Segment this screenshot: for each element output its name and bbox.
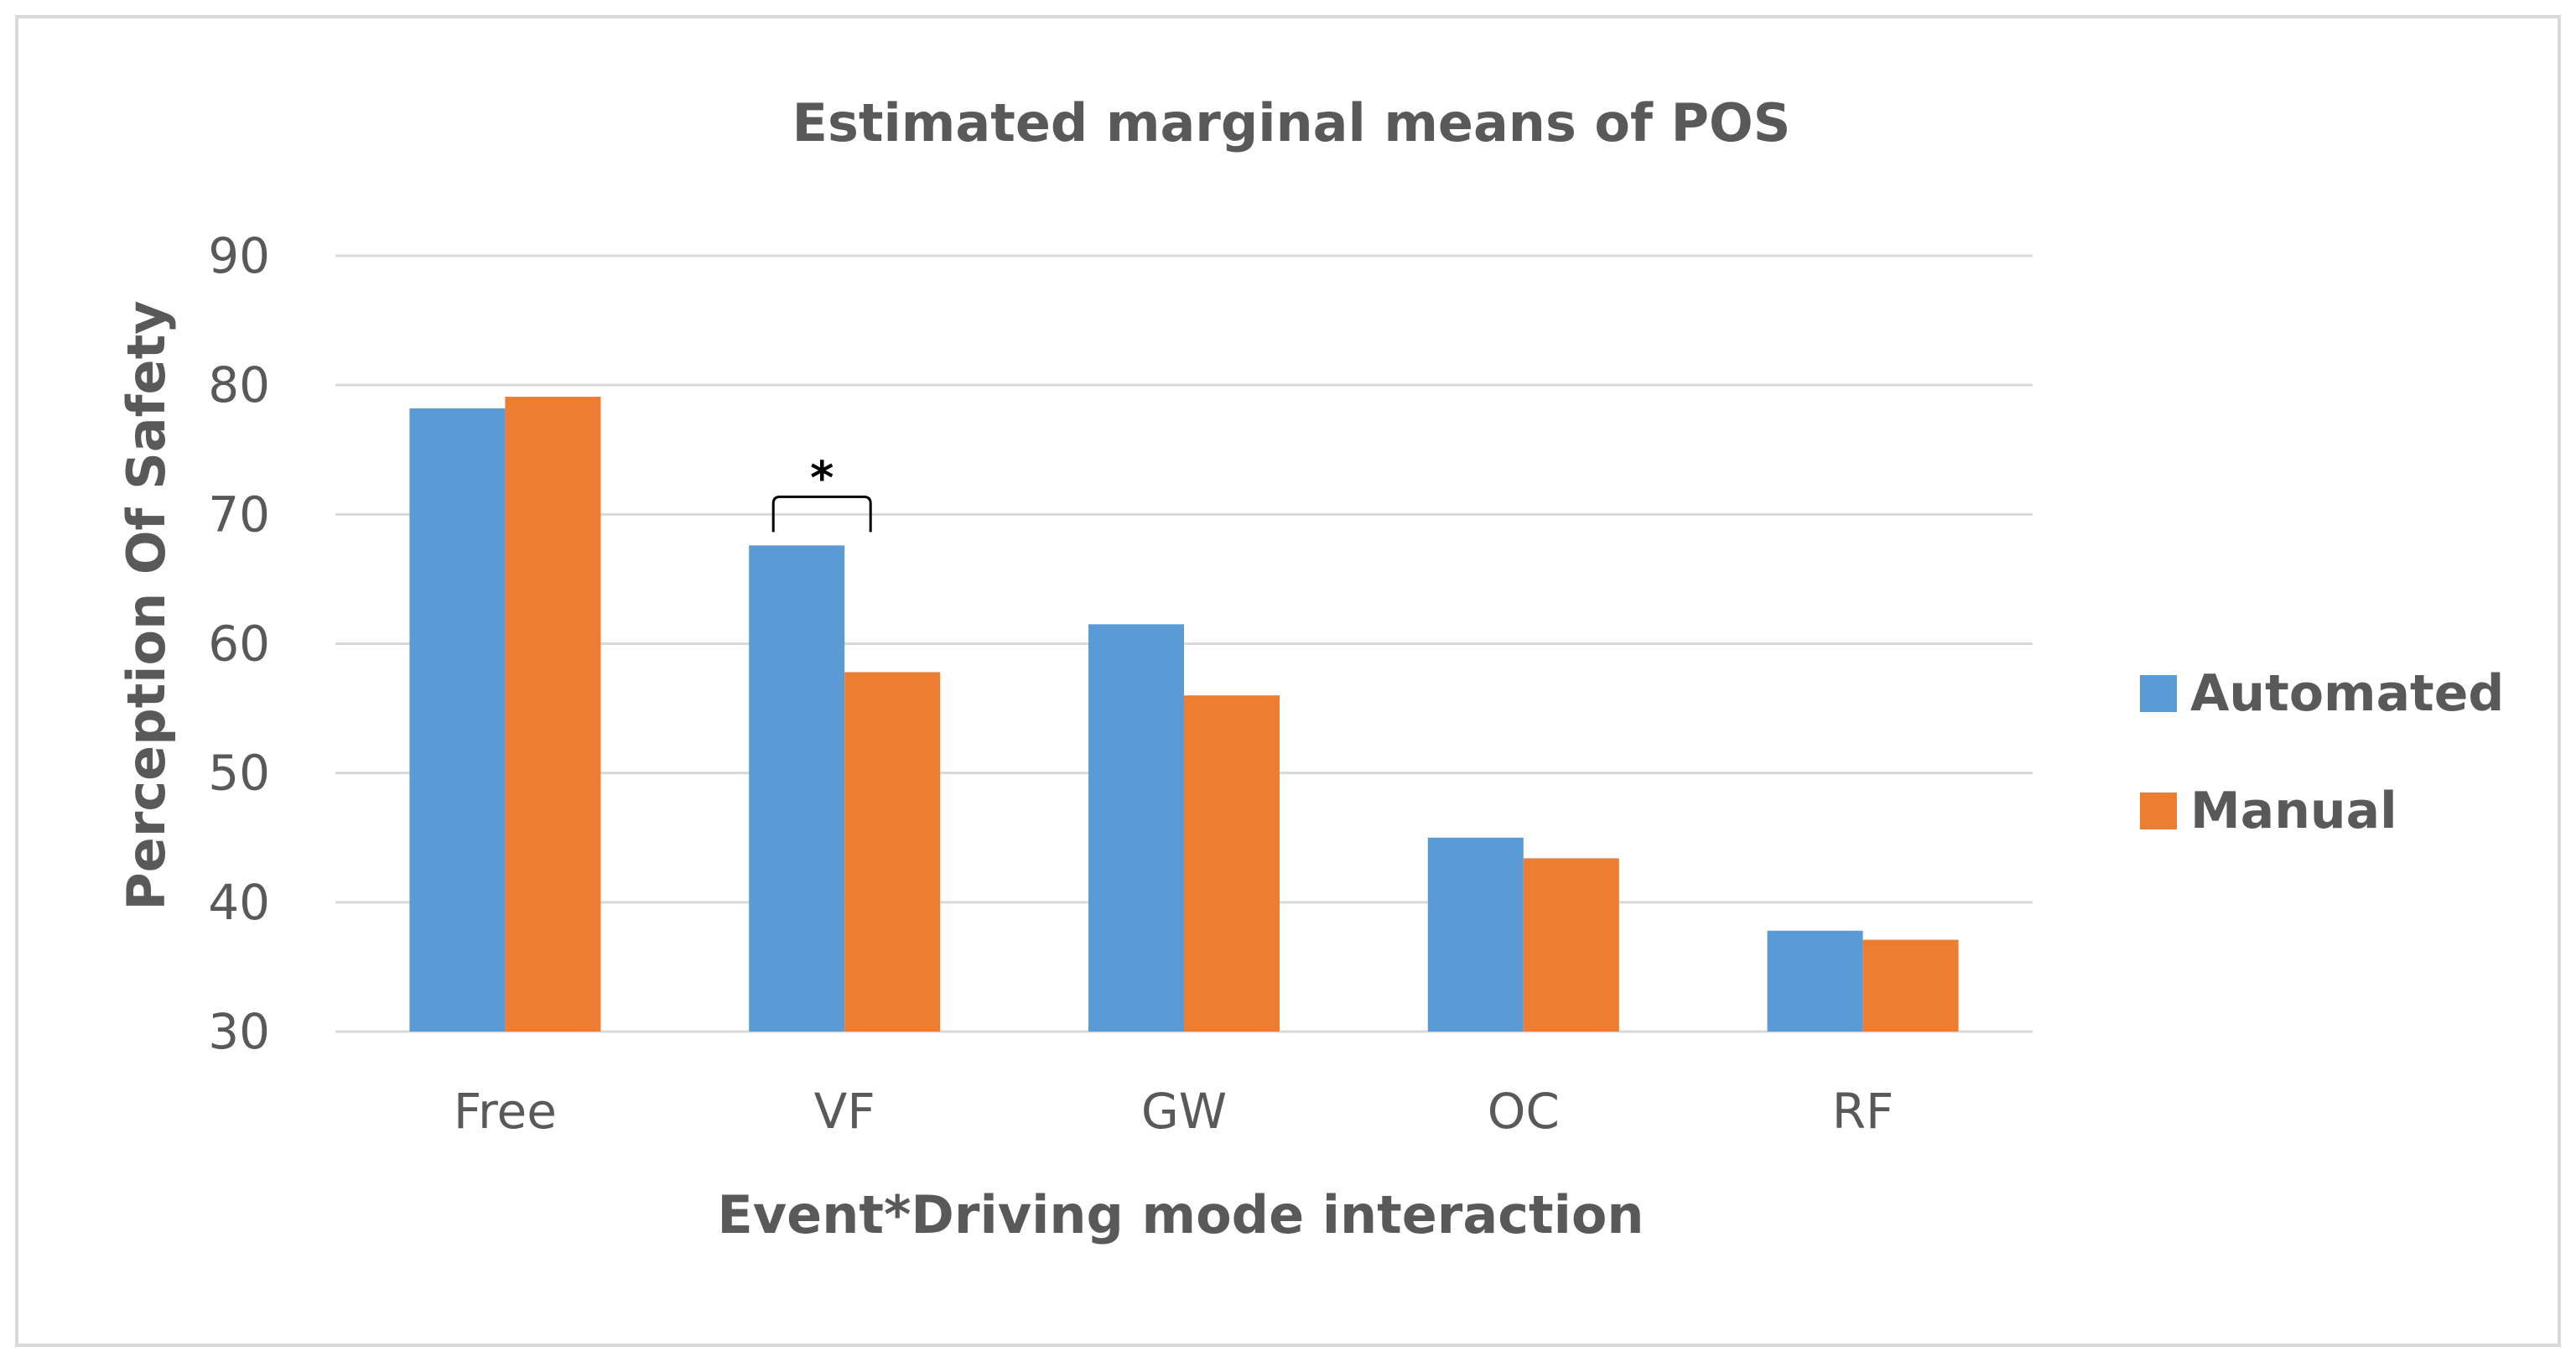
bar-automated-rf bbox=[1767, 930, 1863, 1032]
y-tick-label-90: 90 bbox=[208, 227, 270, 284]
bar-automated-gw bbox=[1088, 624, 1184, 1032]
x-tick-label-gw: GW bbox=[1141, 1083, 1227, 1140]
x-tick-label-free: Free bbox=[454, 1083, 557, 1140]
bar-manual-free bbox=[505, 397, 601, 1032]
legend-label-automated: Automated bbox=[2190, 664, 2504, 723]
bar-manual-vf bbox=[844, 672, 941, 1032]
bar-automated-vf bbox=[749, 545, 845, 1032]
chart-border bbox=[15, 15, 2561, 1347]
y-axis-ticks: 30 40 50 60 70 80 90 bbox=[208, 227, 270, 1060]
legend-swatch-automated bbox=[2140, 675, 2177, 712]
x-tick-label-vf: VF bbox=[814, 1083, 875, 1140]
y-tick-label-30: 30 bbox=[208, 1003, 270, 1060]
x-axis-ticks: Free VF GW OC RF bbox=[454, 1083, 1894, 1140]
bar-manual-gw bbox=[1184, 695, 1280, 1032]
y-tick-label-40: 40 bbox=[208, 874, 270, 931]
significance-label-vf: * bbox=[810, 451, 834, 504]
bar-manual-rf bbox=[1862, 939, 1959, 1032]
y-tick-label-80: 80 bbox=[208, 356, 270, 413]
bar-manual-oc bbox=[1523, 858, 1619, 1032]
significance-bracket-vf bbox=[771, 495, 872, 533]
bar-automated-free bbox=[409, 408, 506, 1032]
bar-automated-oc bbox=[1427, 837, 1524, 1032]
legend-label-manual: Manual bbox=[2190, 782, 2397, 840]
chart-title: Estimated marginal means of POS bbox=[792, 92, 1791, 153]
y-tick-label-60: 60 bbox=[208, 616, 270, 673]
x-axis-title: Event*Driving mode interaction bbox=[717, 1184, 1644, 1245]
y-tick-label-50: 50 bbox=[208, 745, 270, 802]
legend: Automated Manual bbox=[2140, 664, 2504, 840]
bars bbox=[409, 397, 1959, 1032]
x-tick-label-oc: OC bbox=[1488, 1083, 1560, 1140]
annotations: * bbox=[771, 451, 872, 533]
y-axis-title: Perception Of Safety bbox=[116, 300, 177, 910]
legend-swatch-manual bbox=[2140, 793, 2177, 829]
x-tick-label-rf: RF bbox=[1832, 1083, 1894, 1140]
y-tick-label-70: 70 bbox=[208, 486, 270, 543]
